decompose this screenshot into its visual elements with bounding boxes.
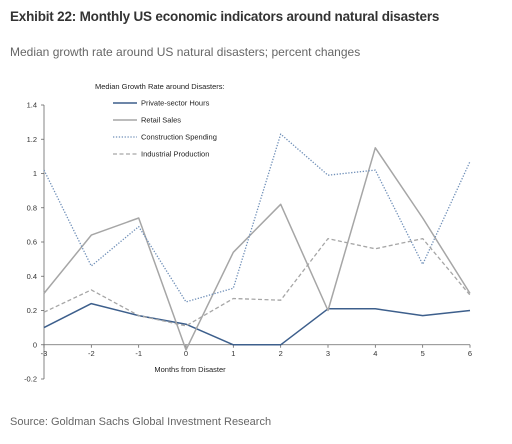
chart-subtitle: Median growth rate around US natural dis… bbox=[10, 45, 361, 59]
series-line-private-sector-hours bbox=[43, 302, 471, 346]
x-tick-label: 4 bbox=[373, 349, 377, 358]
x-tick-label: 1 bbox=[231, 349, 235, 358]
x-tick-label: -1 bbox=[135, 349, 142, 358]
y-tick-label: 0.2 bbox=[27, 306, 37, 315]
x-tick-label: -2 bbox=[88, 349, 95, 358]
x-tick-label: 0 bbox=[184, 349, 188, 358]
chart-title: Median Growth Rate around Disasters: bbox=[95, 82, 225, 91]
legend-label: Industrial Production bbox=[141, 150, 209, 159]
x-tick-label: 5 bbox=[421, 349, 425, 358]
x-tick-label: 3 bbox=[326, 349, 330, 358]
series-line-retail-sales bbox=[43, 147, 471, 351]
y-tick-label: 0.6 bbox=[27, 238, 37, 247]
y-tick-label: 0.8 bbox=[27, 203, 37, 212]
y-tick-label: -0.2 bbox=[24, 375, 37, 384]
x-axis-title: Months from Disaster bbox=[154, 365, 226, 374]
y-tick-label: 1.4 bbox=[27, 101, 37, 110]
series-line-industrial-production bbox=[43, 237, 471, 327]
series-layer bbox=[43, 133, 471, 351]
y-tick-label: 1.2 bbox=[27, 135, 37, 144]
legend-label: Retail Sales bbox=[141, 116, 181, 125]
series-line-construction-spending bbox=[43, 133, 471, 303]
exhibit-title: Exhibit 22: Monthly US economic indicato… bbox=[10, 9, 440, 24]
legend-label: Construction Spending bbox=[141, 133, 217, 142]
y-tick-label: 0 bbox=[33, 340, 37, 349]
source-note: Source: Goldman Sachs Global Investment … bbox=[10, 416, 272, 428]
x-tick-label: 2 bbox=[279, 349, 283, 358]
x-tick-label: -3 bbox=[41, 349, 48, 358]
x-tick-label: 6 bbox=[468, 349, 472, 358]
legend-label: Private-sector Hours bbox=[141, 99, 210, 108]
chart-legend: Private-sector Hours Retail Sales Construc… bbox=[113, 99, 217, 159]
y-tick-label: 1 bbox=[33, 169, 37, 178]
y-tick-label: 0.4 bbox=[27, 272, 37, 281]
